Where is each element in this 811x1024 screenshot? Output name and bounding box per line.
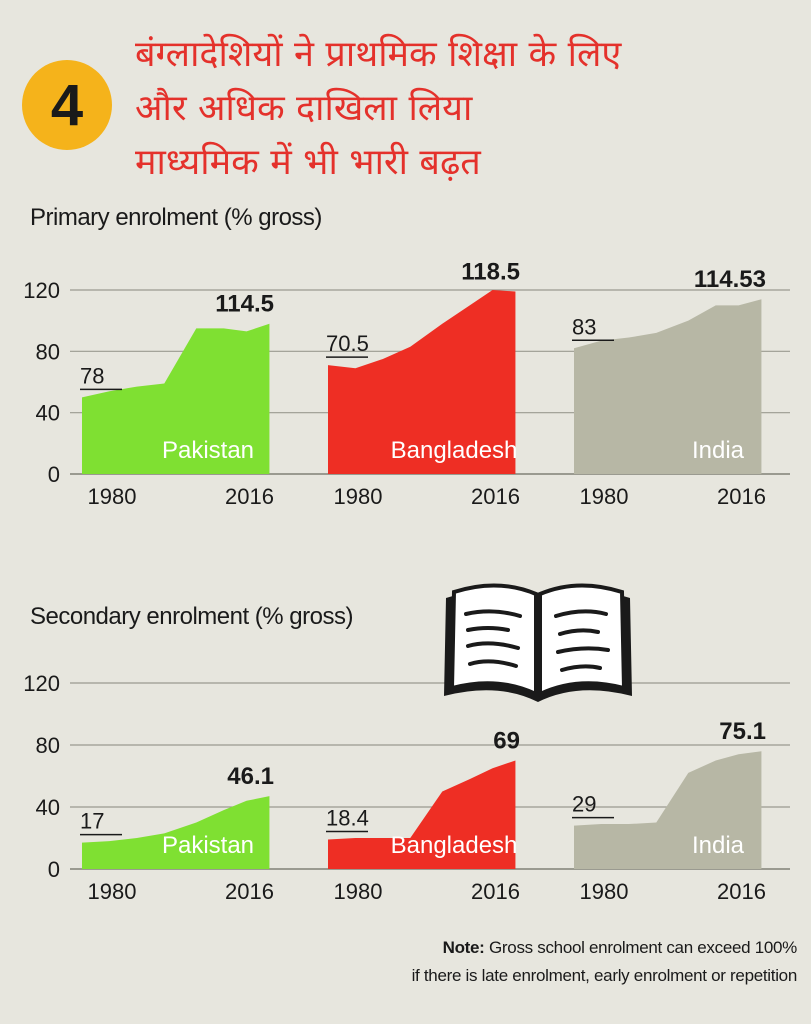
series-label-pakistan: Pakistan [162,832,254,859]
area-india [574,299,762,474]
primary-enrolment-charts: 0 40 80 120 Pakistan 78 114.5 1980 2016 Banglades… [23,259,790,509]
y-tick-label: 120 [23,671,60,696]
headline: बंग्लादेशियों ने प्राथमिक शिक्षा के लिए … [135,28,621,190]
start-value-label: 70.5 [326,331,369,356]
x-tick-label: 1980 [580,484,629,509]
section-number-badge: 4 [22,60,112,150]
series-label-bangladesh: Bangladesh [391,832,518,859]
area-bangladesh [328,290,516,474]
area-india [574,751,762,869]
start-value-label: 18.4 [326,806,369,831]
x-tick-label: 1980 [334,879,383,904]
primary-chart-title: Primary enrolment (% gross) [30,204,322,231]
end-value-label: 75.1 [719,718,766,745]
x-tick-label: 1980 [88,484,137,509]
x-tick-label: 1980 [88,879,137,904]
secondary-chart-title: Secondary enrolment (% gross) [30,603,353,630]
series-label-india: India [692,832,745,859]
headline-line-3: माध्यमिक में भी भारी बढ़त [135,142,481,183]
y-tick-label: 0 [48,462,60,487]
secondary-enrolment-charts: 0 40 80 120 Pakistan 17 46.1 1980 2016 Bangladesh… [23,671,790,904]
series-label-bangladesh: Bangladesh [391,437,518,464]
y-tick-label: 80 [36,733,60,758]
note-line-2: if there is late enrolment, early enrolm… [411,966,798,985]
y-tick-label: 40 [36,401,60,426]
y-tick-label: 120 [23,278,60,303]
x-tick-label: 2016 [717,484,766,509]
y-tick-label: 0 [48,857,60,882]
x-tick-label: 2016 [225,484,274,509]
series-label-pakistan: Pakistan [162,437,254,464]
note-line-1: Gross school enrolment can exceed 100% [489,938,797,957]
open-book-icon [444,583,632,702]
headline-line-2: और अधिक दाखिला लिया [135,88,473,129]
section-number: 4 [50,72,84,138]
footnote: Note: Gross school enrolment can exceed … [411,934,798,990]
x-tick-label: 2016 [471,879,520,904]
start-value-label: 29 [572,792,596,817]
x-tick-label: 2016 [225,879,274,904]
area-bangladesh [328,760,516,869]
start-value-label: 17 [80,809,104,834]
end-value-label: 46.1 [227,763,274,790]
headline-line-1: बंग्लादेशियों ने प्राथमिक शिक्षा के लिए [135,34,622,75]
end-value-label: 114.53 [694,266,766,293]
x-tick-label: 1980 [334,484,383,509]
x-tick-label: 2016 [471,484,520,509]
x-tick-label: 2016 [717,879,766,904]
series-label-india: India [692,437,745,464]
start-value-label: 83 [572,314,596,339]
end-value-label: 118.5 [461,259,520,286]
y-tick-label: 80 [36,339,60,364]
x-tick-label: 1980 [580,879,629,904]
area-pakistan [82,323,270,474]
start-value-label: 78 [80,363,104,388]
end-value-label: 69 [493,728,520,755]
y-tick-label: 40 [36,795,60,820]
note-label: Note: [442,938,485,957]
end-value-label: 114.5 [215,291,274,318]
area-pakistan [82,796,270,869]
